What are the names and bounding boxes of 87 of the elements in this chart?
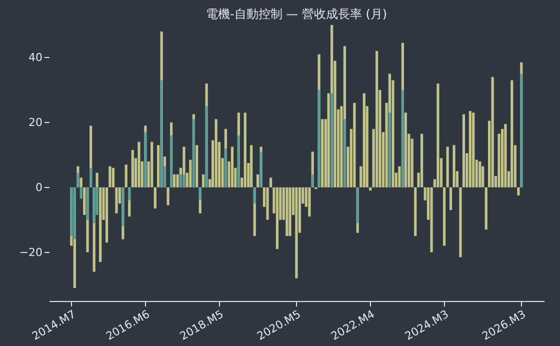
bar	[76, 172, 80, 188]
bar	[108, 166, 112, 188]
bar	[73, 187, 76, 240]
bar	[404, 112, 407, 188]
bar	[321, 119, 324, 188]
bar	[86, 187, 89, 220]
bar	[430, 187, 433, 252]
bar	[205, 106, 208, 188]
bar	[154, 187, 156, 208]
bar	[517, 187, 520, 196]
bar	[504, 124, 507, 188]
bar	[214, 119, 218, 188]
bar	[376, 50, 378, 188]
bar	[182, 174, 186, 188]
bar	[288, 187, 292, 236]
bar	[99, 187, 102, 262]
bar	[196, 145, 198, 188]
bar	[420, 134, 424, 188]
bar	[436, 83, 440, 188]
bar	[138, 142, 140, 188]
y-tick-label: −20	[19, 246, 42, 259]
bar	[414, 187, 417, 236]
bar	[318, 90, 320, 188]
bar	[128, 187, 131, 200]
bar	[468, 111, 472, 188]
bar	[308, 187, 311, 217]
bar	[459, 187, 462, 258]
bar	[166, 187, 170, 206]
bar	[160, 80, 163, 188]
bar	[478, 161, 482, 188]
bar	[202, 174, 205, 188]
bar	[92, 187, 96, 224]
bar	[491, 76, 494, 188]
bar	[327, 93, 330, 188]
bar	[266, 187, 269, 220]
bar	[131, 150, 134, 188]
bar	[244, 112, 246, 188]
bar	[250, 145, 253, 188]
bar	[356, 187, 359, 224]
bar	[198, 187, 202, 200]
bar	[311, 174, 314, 188]
bar	[170, 135, 173, 188]
bar	[286, 187, 288, 236]
bar	[157, 145, 160, 188]
y-tick-label: 0	[36, 180, 42, 194]
bar	[172, 174, 176, 188]
bar	[150, 142, 154, 188]
bar	[176, 174, 179, 188]
bar	[452, 145, 456, 188]
bar	[449, 187, 452, 210]
bar	[510, 80, 514, 188]
bar	[83, 187, 86, 215]
bar	[230, 146, 234, 188]
bar	[80, 178, 82, 188]
y-tick-label: 20	[28, 116, 42, 129]
bar	[105, 187, 108, 243]
bar	[295, 187, 298, 278]
bar	[462, 114, 466, 188]
chart-title: 電機-自動控制 — 營收成長率 (月)	[206, 7, 388, 21]
bar	[276, 187, 279, 250]
bar	[70, 187, 73, 236]
bar	[446, 146, 449, 188]
bar	[122, 187, 124, 226]
bar	[401, 90, 404, 188]
bar	[112, 168, 115, 188]
bar	[80, 187, 82, 199]
bar	[179, 174, 182, 188]
bar	[253, 187, 256, 204]
bar	[484, 187, 488, 230]
bar	[343, 119, 346, 188]
bar	[398, 166, 401, 188]
bar	[96, 172, 98, 188]
bar	[330, 93, 334, 188]
bar	[224, 148, 227, 188]
bar	[353, 102, 356, 188]
bar	[115, 187, 118, 214]
bar	[90, 168, 92, 188]
bar	[269, 178, 272, 188]
bar	[362, 93, 366, 188]
bar	[472, 112, 475, 188]
bar	[388, 112, 391, 188]
bar	[124, 164, 128, 188]
bar	[443, 187, 446, 246]
bar	[189, 160, 192, 188]
bar	[237, 135, 240, 188]
bar	[256, 174, 260, 188]
y-tick-label: 40	[28, 50, 42, 64]
